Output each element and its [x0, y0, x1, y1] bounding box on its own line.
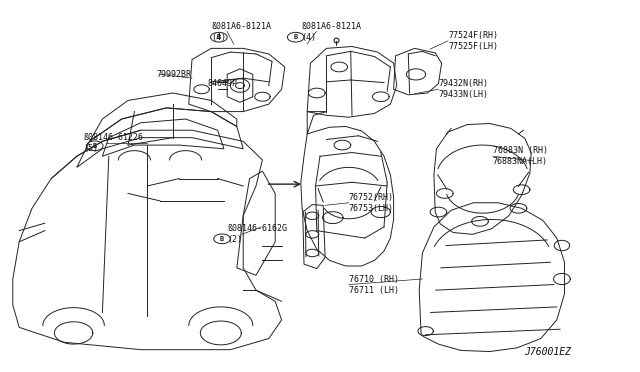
Text: B: B	[220, 236, 224, 242]
Text: 77524F(RH)
77525F(LH): 77524F(RH) 77525F(LH)	[448, 31, 498, 51]
Text: 79432N(RH)
79433N(LH): 79432N(RH) 79433N(LH)	[438, 79, 488, 99]
Text: 76710 (RH)
76711 (LH): 76710 (RH) 76711 (LH)	[349, 275, 399, 295]
Text: ß081A6-8121A
(4): ß081A6-8121A (4)	[301, 22, 361, 42]
Text: 76883N (RH)
76883NA(LH): 76883N (RH) 76883NA(LH)	[493, 146, 548, 166]
Text: B: B	[217, 34, 221, 40]
Text: 84649P: 84649P	[208, 79, 238, 88]
Text: J76001EZ: J76001EZ	[524, 347, 571, 356]
Text: 76752(RH)
76753(LH): 76752(RH) 76753(LH)	[349, 193, 394, 213]
Text: ß08146-6162G
(2): ß08146-6162G (2)	[227, 224, 287, 244]
Text: B: B	[294, 34, 298, 40]
Text: B: B	[93, 143, 97, 149]
Text: ß08146-61226
(5): ß08146-61226 (5)	[83, 133, 143, 153]
Text: 79992BR: 79992BR	[157, 70, 192, 79]
Text: ß081A6-8121A
(4): ß081A6-8121A (4)	[211, 22, 271, 42]
